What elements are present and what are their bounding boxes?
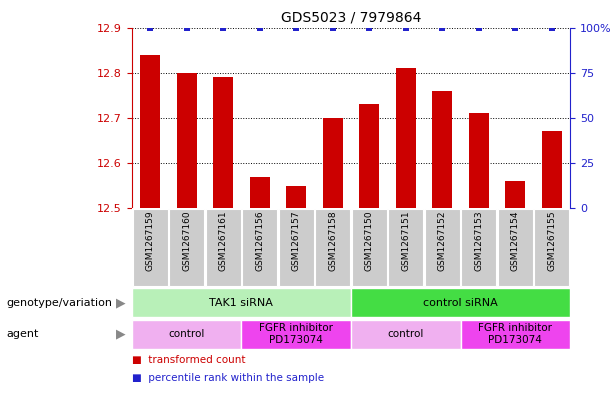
Text: TAK1 siRNA: TAK1 siRNA (210, 298, 273, 308)
Point (255, 24, 265, 31)
Point (547, 24, 557, 31)
Bar (351, 320, 460, 349)
Bar (352, 209, 387, 286)
Bar (351, 288, 570, 317)
Bar (505, 181, 525, 208)
Point (474, 24, 484, 31)
Point (401, 24, 411, 31)
Text: GSM1267155: GSM1267155 (547, 211, 557, 271)
Text: control: control (387, 329, 424, 339)
Point (511, 24, 520, 31)
Text: ■  percentile rank within the sample: ■ percentile rank within the sample (132, 373, 324, 383)
Text: control siRNA: control siRNA (423, 298, 498, 308)
Text: GSM1267156: GSM1267156 (255, 211, 264, 271)
Bar (388, 209, 423, 286)
Text: GSM1267154: GSM1267154 (511, 211, 520, 271)
Point (364, 24, 374, 31)
Point (218, 24, 228, 31)
Bar (213, 77, 233, 208)
Bar (315, 209, 350, 286)
Text: GSM1267151: GSM1267151 (402, 211, 410, 271)
Bar (205, 209, 241, 286)
Text: GSM1267159: GSM1267159 (145, 211, 154, 271)
Bar (286, 185, 306, 208)
Text: control: control (169, 329, 205, 339)
Text: FGFR inhibitor
PD173074: FGFR inhibitor PD173074 (259, 323, 333, 345)
Bar (132, 209, 167, 286)
Text: GSM1267161: GSM1267161 (219, 211, 227, 271)
Bar (140, 55, 160, 208)
Text: GSM1267152: GSM1267152 (438, 211, 447, 271)
Text: genotype/variation: genotype/variation (6, 298, 112, 308)
Text: GSM1267158: GSM1267158 (328, 211, 337, 271)
Point (328, 24, 338, 31)
Bar (461, 209, 497, 286)
Text: agent: agent (6, 329, 39, 339)
Bar (432, 91, 452, 208)
Point (181, 24, 191, 31)
Bar (395, 68, 416, 208)
Text: FGFR inhibitor
PD173074: FGFR inhibitor PD173074 (478, 323, 552, 345)
Text: GSM1267157: GSM1267157 (292, 211, 300, 271)
Bar (469, 113, 489, 208)
Text: GSM1267150: GSM1267150 (365, 211, 374, 271)
Bar (132, 288, 351, 317)
Bar (132, 320, 242, 349)
Point (291, 24, 301, 31)
Bar (249, 176, 270, 208)
Text: GSM1267160: GSM1267160 (182, 211, 191, 271)
Bar (177, 73, 197, 208)
Bar (242, 209, 277, 286)
Point (437, 24, 447, 31)
Bar (425, 209, 460, 286)
Bar (359, 104, 379, 208)
Text: GSM1267153: GSM1267153 (474, 211, 483, 271)
Text: ▶: ▶ (116, 327, 126, 341)
Bar (242, 320, 351, 349)
Title: GDS5023 / 7979864: GDS5023 / 7979864 (281, 11, 421, 25)
Bar (498, 209, 533, 286)
Bar (169, 209, 204, 286)
Bar (279, 209, 314, 286)
Bar (542, 131, 562, 208)
Text: ■  transformed count: ■ transformed count (132, 355, 245, 365)
Point (145, 24, 155, 31)
Text: ▶: ▶ (116, 296, 126, 309)
Bar (535, 209, 569, 286)
Bar (322, 118, 343, 208)
Bar (460, 320, 570, 349)
